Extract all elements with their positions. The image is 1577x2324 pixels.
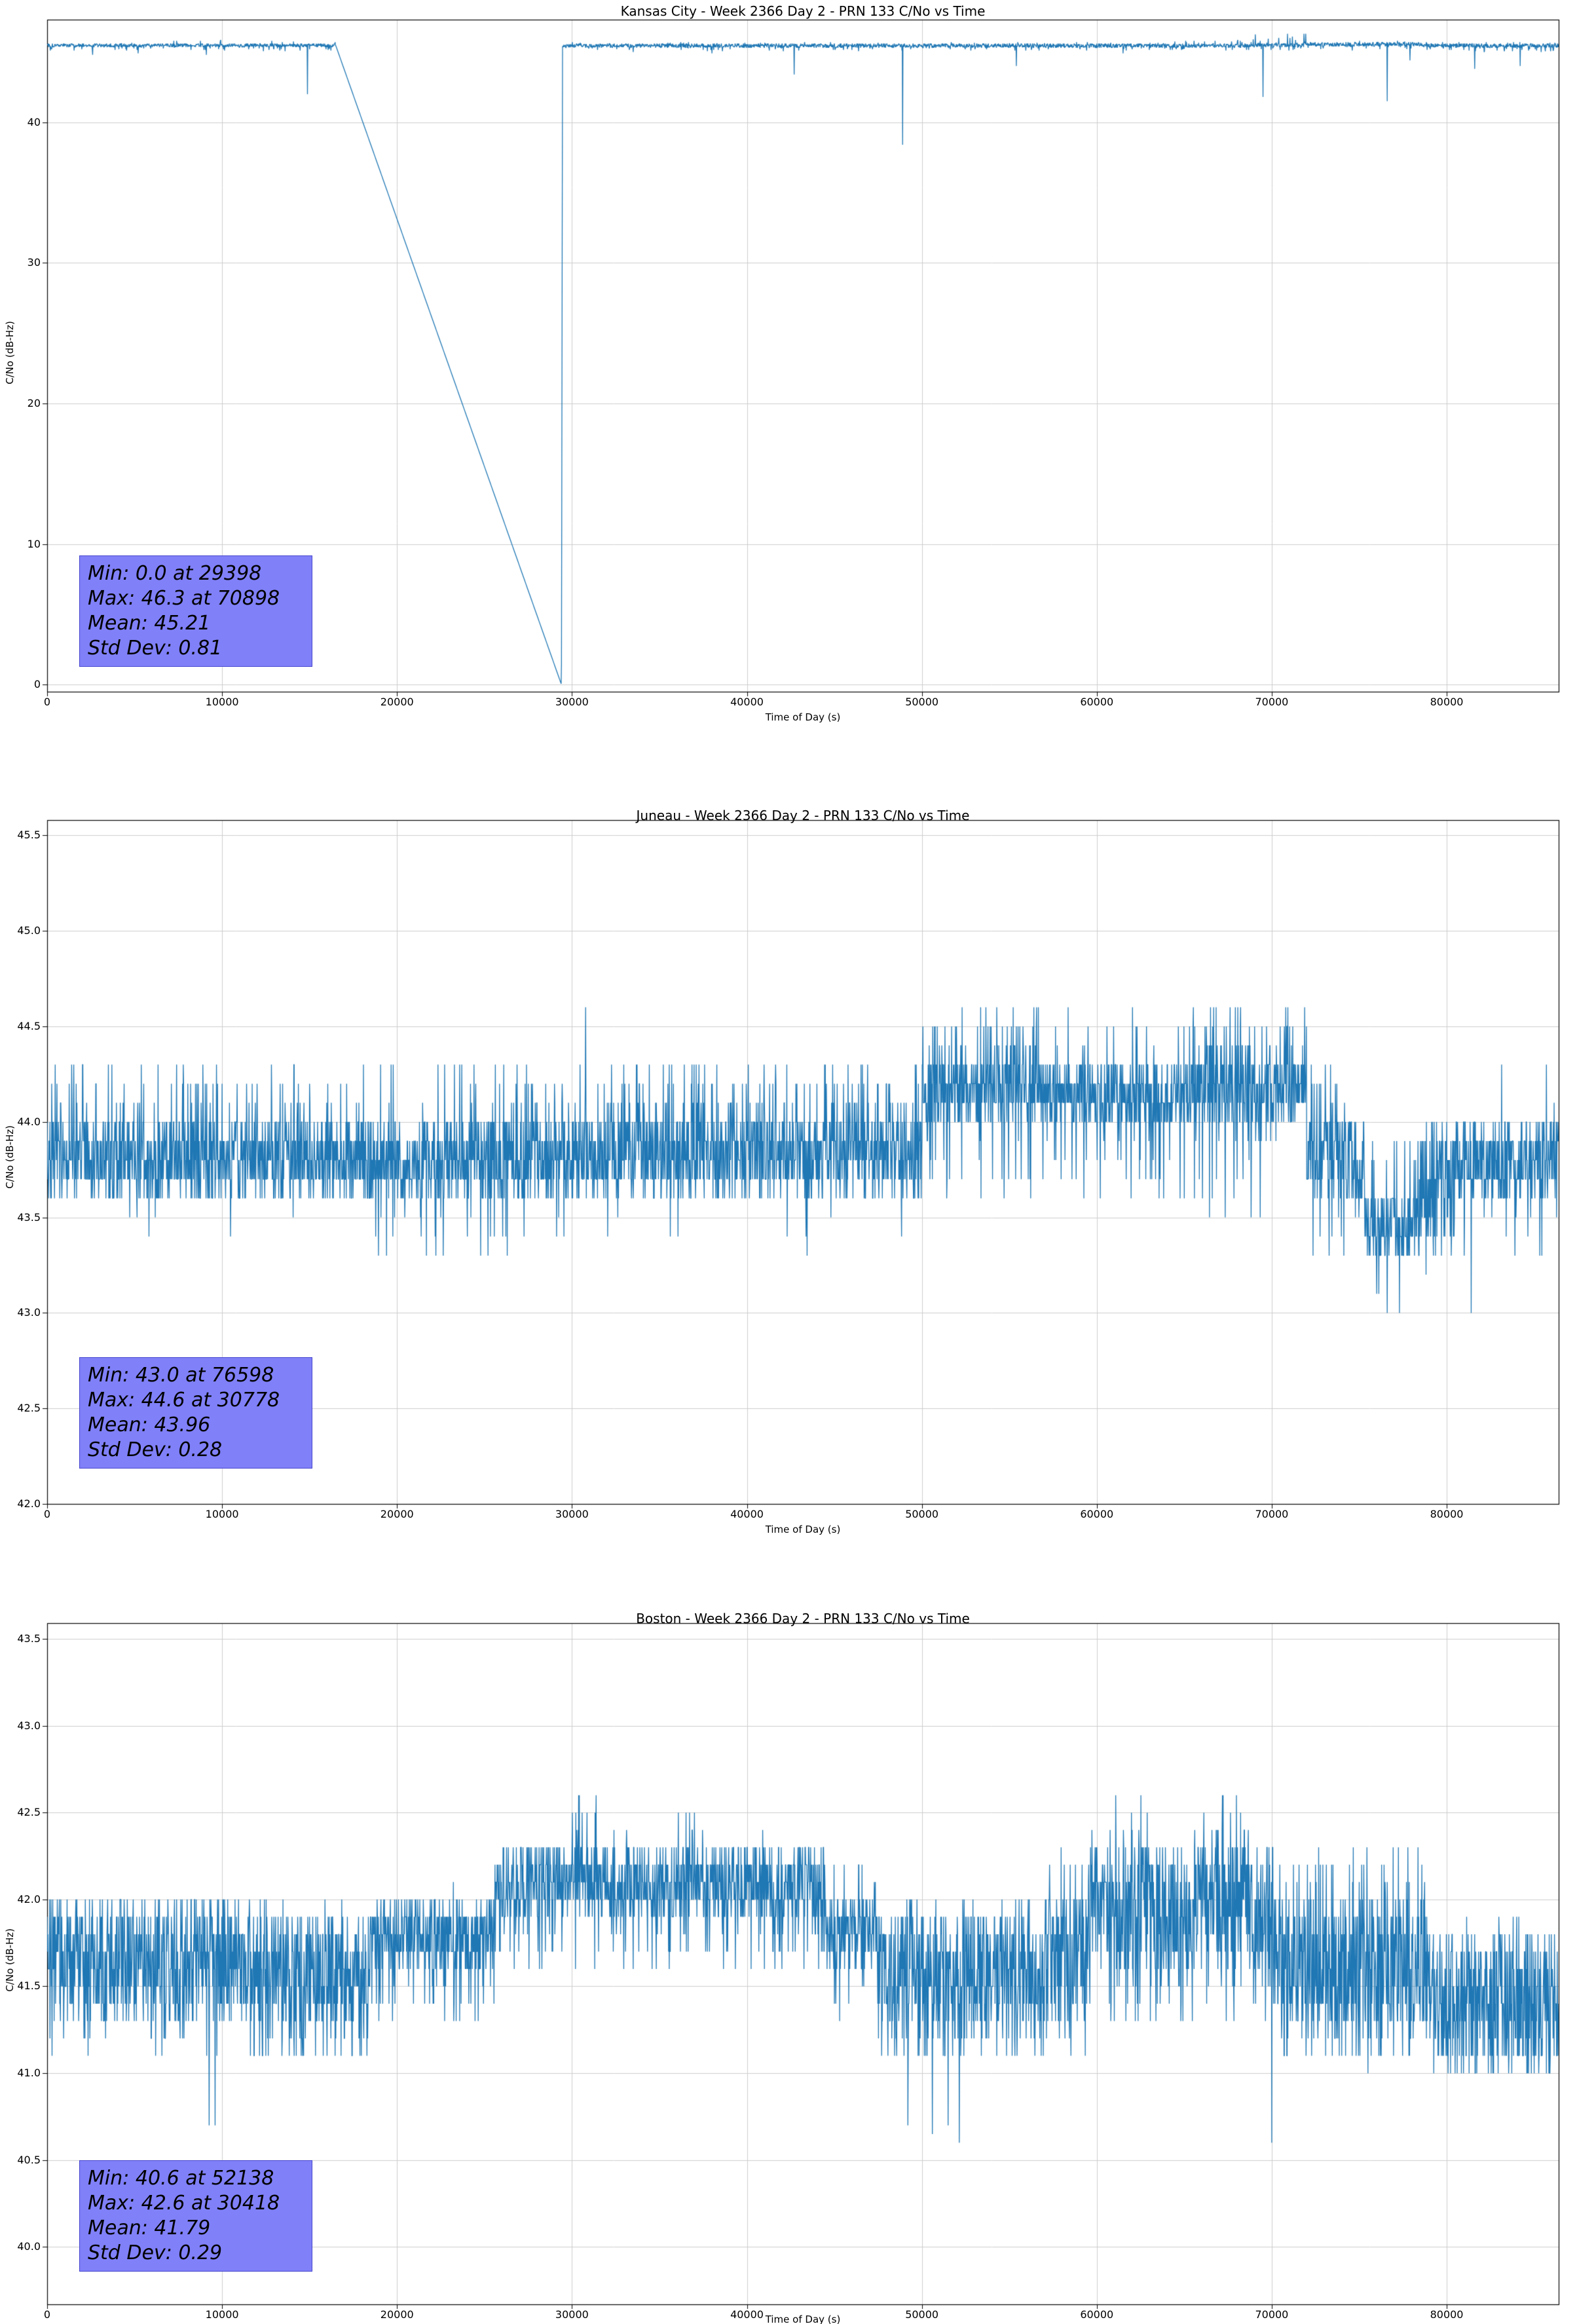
y-tick-label: 10 xyxy=(27,537,41,550)
x-tick-label: 50000 xyxy=(905,1508,939,1520)
y-tick-label: 40.5 xyxy=(17,2153,41,2166)
y-tick-label: 42.0 xyxy=(17,1892,41,1905)
y-tick-label: 44.5 xyxy=(17,1019,41,1032)
y-tick-label: 30 xyxy=(27,256,41,269)
chart-title: Boston - Week 2366 Day 2 - PRN 133 C/No … xyxy=(636,1611,970,1626)
y-tick-label: 41.0 xyxy=(17,2067,41,2080)
x-tick-label: 80000 xyxy=(1430,1508,1464,1520)
x-tick-label: 20000 xyxy=(380,1508,414,1520)
stats-box: Min: 43.0 at 76598 Max: 44.6 at 30778 Me… xyxy=(79,1357,312,1469)
x-tick-label: 10000 xyxy=(205,1508,239,1520)
y-tick-label: 43.0 xyxy=(17,1719,41,1732)
y-tick-label: 43.0 xyxy=(17,1306,41,1319)
x-axis-title: Time of Day (s) xyxy=(765,1524,841,1535)
x-tick-label: 30000 xyxy=(555,1508,589,1520)
y-tick-label: 41.5 xyxy=(17,1979,41,1993)
x-tick-label: 80000 xyxy=(1430,2308,1464,2321)
x-tick-label: 60000 xyxy=(1080,2308,1114,2321)
juneau-plot-canvas xyxy=(0,804,1577,1607)
x-tick-label: 30000 xyxy=(555,696,589,708)
stats-box: Min: 0.0 at 29398 Max: 46.3 at 70898 Mea… xyxy=(79,555,312,667)
y-axis-title: C/No (dB-Hz) xyxy=(4,321,16,384)
x-tick-label: 70000 xyxy=(1255,2308,1289,2321)
x-tick-label: 60000 xyxy=(1080,696,1114,708)
y-tick-label: 40.0 xyxy=(17,2240,41,2253)
x-tick-label: 0 xyxy=(43,2308,51,2321)
stats-mean: Mean: 41.79 xyxy=(88,2217,211,2240)
chart-title: Juneau - Week 2366 Day 2 - PRN 133 C/No … xyxy=(636,808,970,823)
stats-mean: Mean: 43.96 xyxy=(88,1414,211,1436)
chart-section-kansas-city: Kansas City - Week 2366 Day 2 - PRN 133 … xyxy=(0,0,1577,804)
y-tick-label: 43.5 xyxy=(17,1632,41,1645)
y-tick-label: 20 xyxy=(27,396,41,409)
y-tick-label: 0 xyxy=(33,678,41,691)
x-tick-label: 70000 xyxy=(1255,1508,1289,1520)
stats-stddev: Std Dev: 0.28 xyxy=(88,1438,223,1461)
x-tick-label: 30000 xyxy=(555,2308,589,2321)
stats-box: Min: 40.6 at 52138 Max: 42.6 at 30418 Me… xyxy=(79,2160,312,2272)
x-tick-label: 10000 xyxy=(205,2308,239,2321)
stats-mean: Mean: 45.21 xyxy=(88,612,211,635)
x-tick-label: 60000 xyxy=(1080,1508,1114,1520)
y-tick-label: 42.0 xyxy=(17,1497,41,1510)
x-tick-label: 80000 xyxy=(1430,696,1464,708)
x-axis-title: Time of Day (s) xyxy=(765,711,841,723)
y-tick-label: 42.5 xyxy=(17,1806,41,1819)
stats-min: Min: 43.0 at 76598 xyxy=(88,1364,274,1387)
y-tick-label: 45.5 xyxy=(17,829,41,842)
stats-max: Max: 42.6 at 30418 xyxy=(88,2192,280,2215)
stats-min: Min: 0.0 at 29398 xyxy=(88,562,262,585)
x-tick-label: 10000 xyxy=(205,696,239,708)
x-tick-label: 40000 xyxy=(730,2308,764,2321)
stats-max: Max: 46.3 at 70898 xyxy=(88,587,280,610)
x-tick-label: 50000 xyxy=(905,2308,939,2321)
chart-section-boston: Boston - Week 2366 Day 2 - PRN 133 C/No … xyxy=(0,1607,1577,2324)
y-tick-label: 43.5 xyxy=(17,1210,41,1224)
chart-title: Kansas City - Week 2366 Day 2 - PRN 133 … xyxy=(620,3,986,19)
x-tick-label: 20000 xyxy=(380,696,414,708)
x-tick-label: 20000 xyxy=(380,2308,414,2321)
stats-stddev: Std Dev: 0.29 xyxy=(88,2241,223,2264)
x-tick-label: 50000 xyxy=(905,696,939,708)
y-tick-label: 42.5 xyxy=(17,1402,41,1415)
x-tick-label: 70000 xyxy=(1255,696,1289,708)
kansas-city-plot-canvas xyxy=(0,0,1577,804)
y-tick-label: 44.0 xyxy=(17,1115,41,1128)
x-tick-label: 40000 xyxy=(730,1508,764,1520)
y-tick-label: 40 xyxy=(27,115,41,128)
x-axis-title: Time of Day (s) xyxy=(765,2314,841,2324)
y-axis-title: C/No (dB-Hz) xyxy=(4,1125,16,1189)
stats-stddev: Std Dev: 0.81 xyxy=(88,637,223,660)
x-tick-label: 0 xyxy=(43,1508,51,1520)
x-tick-label: 0 xyxy=(43,696,51,708)
x-tick-label: 40000 xyxy=(730,696,764,708)
stats-max: Max: 44.6 at 30778 xyxy=(88,1389,280,1412)
y-tick-label: 45.0 xyxy=(17,924,41,937)
chart-section-juneau: Juneau - Week 2366 Day 2 - PRN 133 C/No … xyxy=(0,804,1577,1607)
stats-min: Min: 40.6 at 52138 xyxy=(88,2167,274,2190)
